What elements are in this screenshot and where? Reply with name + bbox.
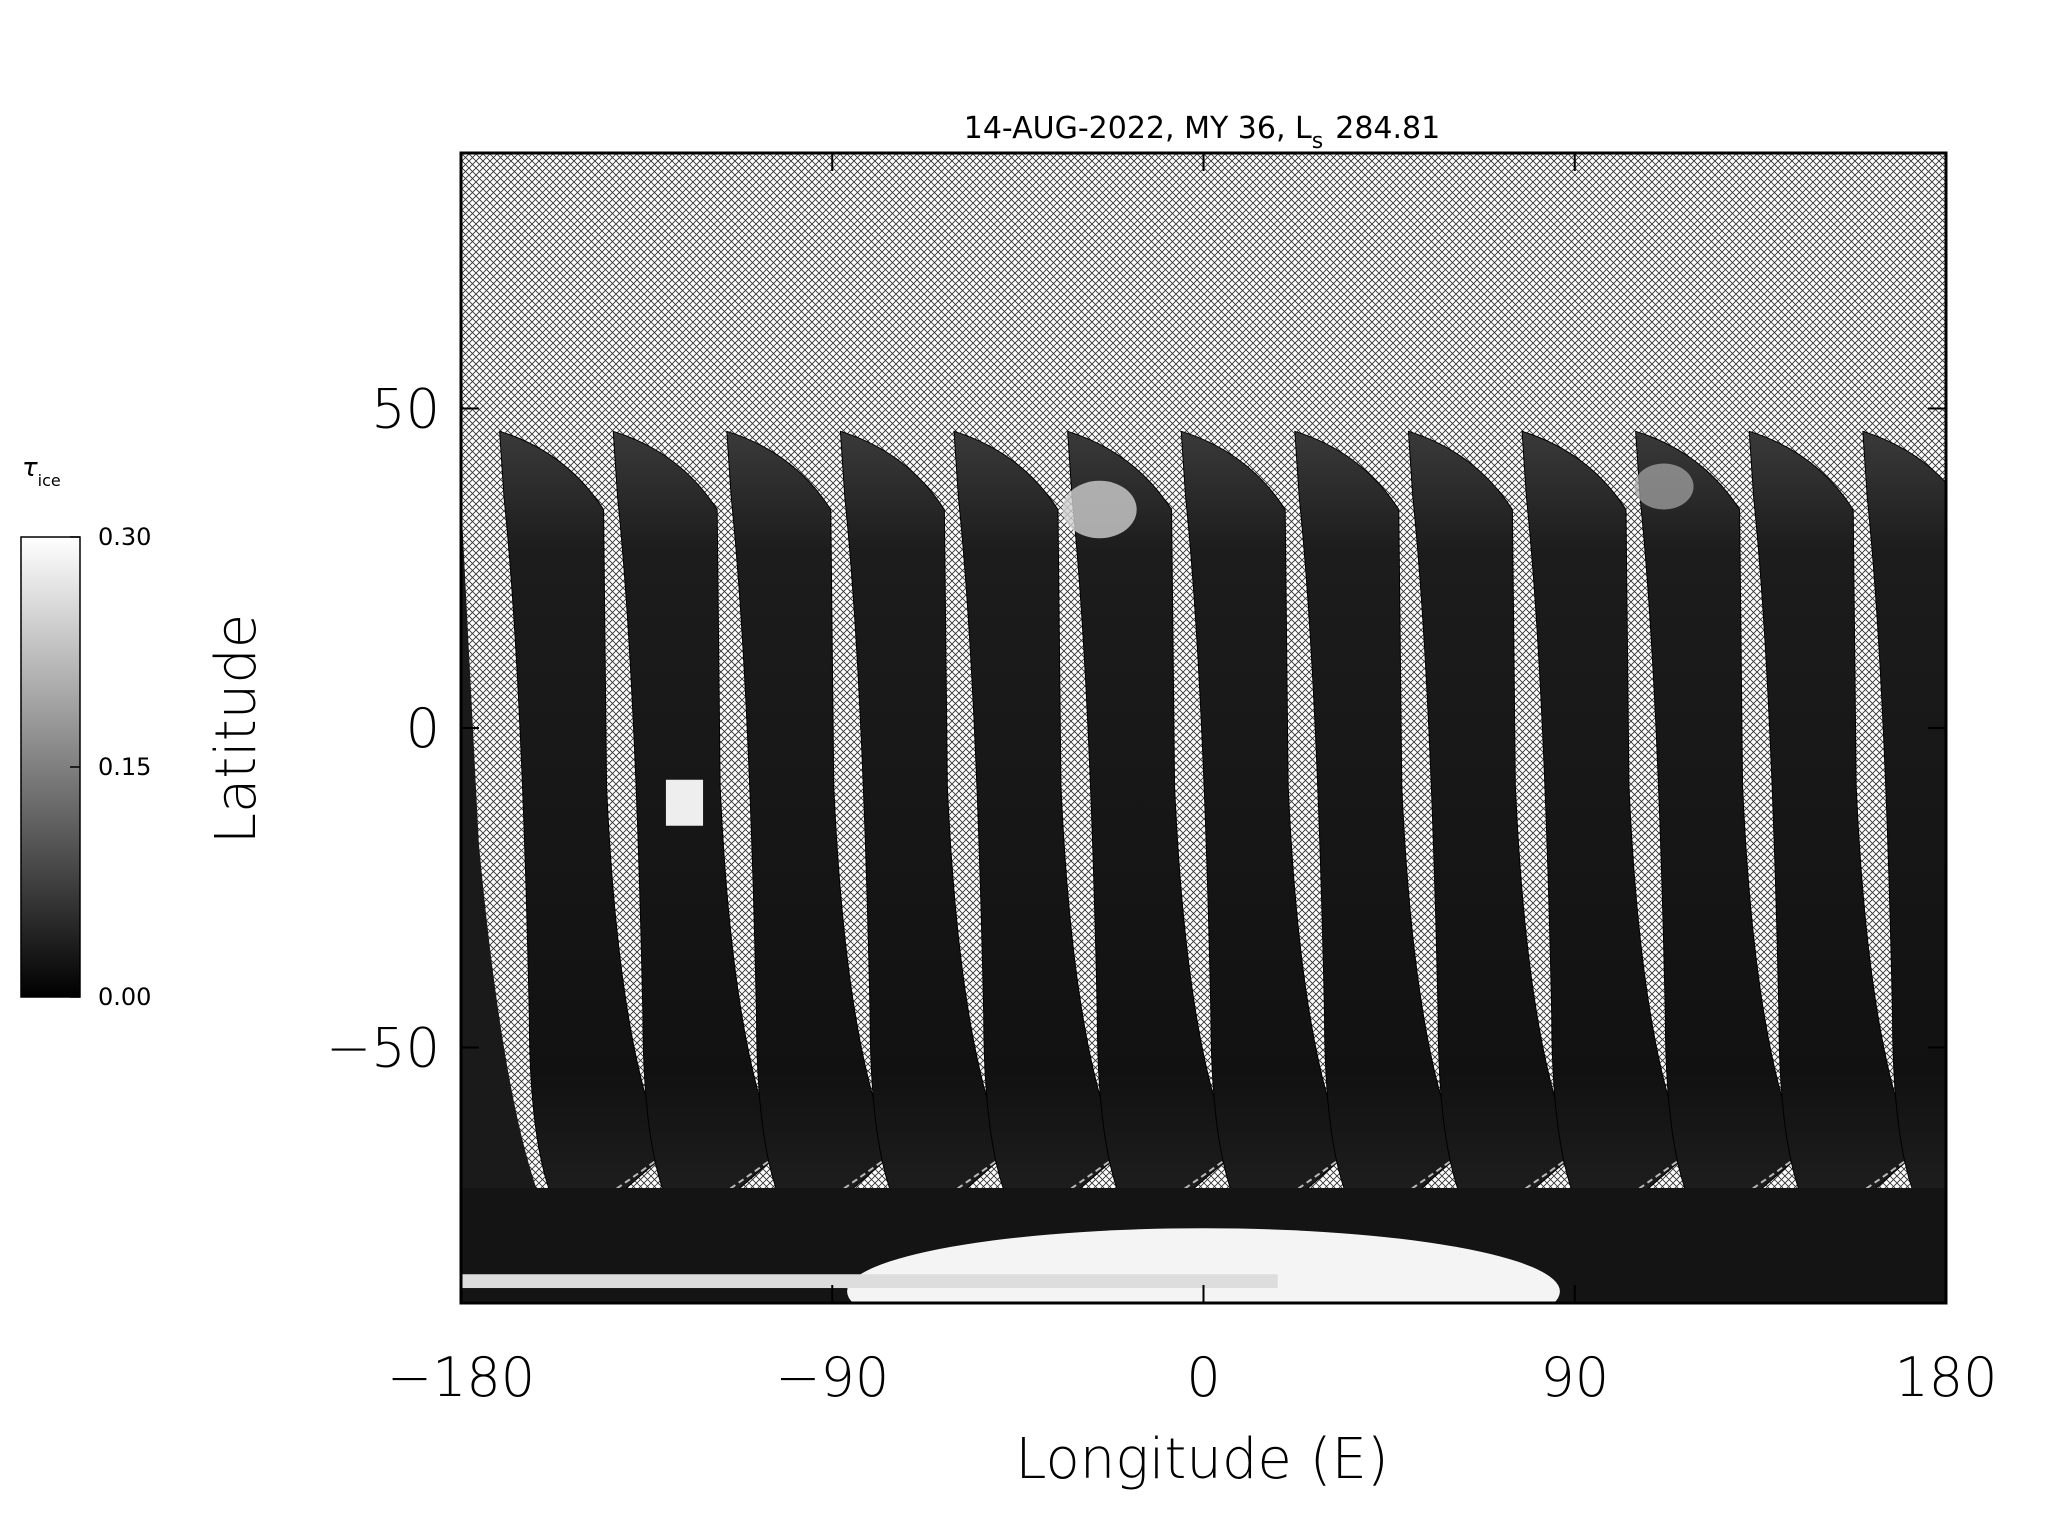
y-tick-label: −50 [326, 1016, 440, 1079]
polar-band [461, 1274, 1278, 1289]
title-text: 14-AUG-2022, MY 36, L [964, 111, 1312, 146]
cloud [1634, 463, 1694, 510]
colorbar-tick-label: 0.30 [98, 523, 151, 551]
bright-patch [665, 779, 704, 826]
colorbar-tick-label: 0.00 [98, 983, 151, 1011]
x-tick-label: 90 [1540, 1346, 1609, 1409]
colorbar-tick-label: 0.15 [98, 753, 151, 781]
colorbar-symbol: τ [22, 453, 38, 483]
x-tick-label: −90 [775, 1346, 889, 1409]
cloud [1062, 480, 1137, 539]
colorbar-subscript: ice [38, 471, 61, 490]
y-tick-label: 50 [371, 378, 440, 441]
x-tick-label: 180 [1894, 1346, 1997, 1409]
y-axis-label: Latitude [204, 614, 269, 844]
colorbar-label: τice [22, 453, 61, 490]
title-value: 284.81 [1335, 111, 1440, 146]
y-tick-label: 0 [406, 697, 440, 760]
map-image [461, 430, 1946, 1303]
chart-title: 14-AUG-2022, MY 36, Ls 284.81 [964, 111, 1440, 154]
left-swath [461, 498, 551, 1269]
x-tick-label: 0 [1186, 1346, 1220, 1409]
title-subscript: s [1312, 129, 1323, 154]
x-tick-label: −180 [387, 1346, 535, 1409]
x-axis-label: Longitude (E) [1015, 1427, 1388, 1492]
